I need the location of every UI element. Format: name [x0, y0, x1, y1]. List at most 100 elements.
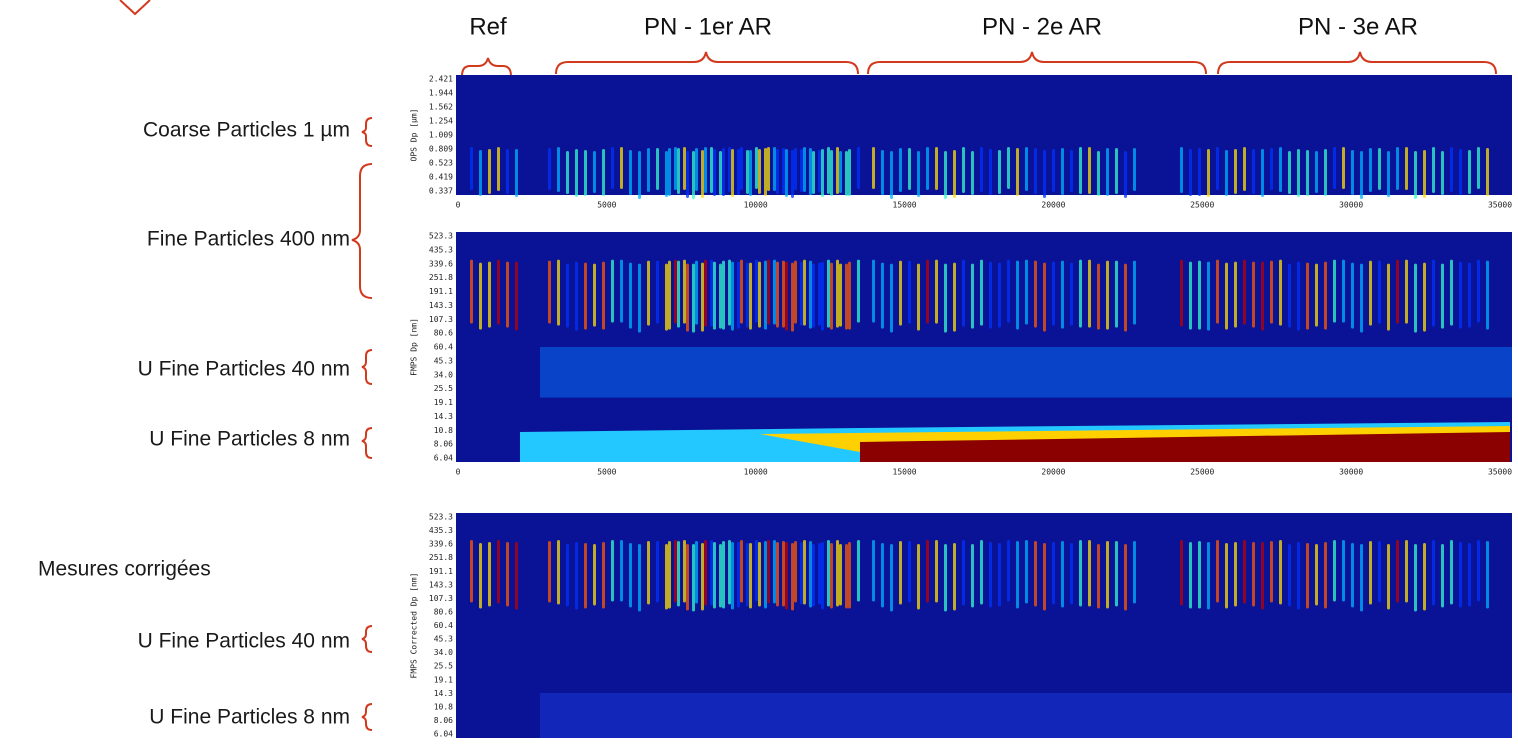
stripe: [1252, 261, 1255, 328]
stripe: [1279, 259, 1282, 326]
y-tick-label: 191.1: [429, 567, 453, 576]
stripe: [1324, 261, 1327, 330]
stripe: [1288, 544, 1291, 607]
y-tick-label: 523.3: [429, 513, 453, 522]
stripe: [1133, 148, 1136, 191]
stripe: [713, 149, 716, 196]
x-tick-label: 35000: [1488, 201, 1512, 210]
stripe: [629, 262, 632, 329]
stripe: [1225, 543, 1228, 609]
stripe: [1432, 259, 1435, 327]
stripe: [575, 149, 578, 197]
stripe: [1070, 262, 1073, 326]
group-label: PN - 3e AR: [1298, 13, 1418, 40]
stripe: [584, 262, 587, 330]
stripe: [1225, 150, 1228, 196]
stripe: [695, 260, 698, 325]
x-tick-label: 20000: [1041, 201, 1065, 210]
stripe: [776, 542, 779, 607]
stripe: [1070, 150, 1073, 192]
stripe: [836, 259, 839, 328]
stripe: [674, 540, 677, 603]
group-label: PN - 2e AR: [982, 13, 1102, 40]
stripe: [1360, 151, 1363, 199]
x-tick-label: 30000: [1339, 468, 1363, 477]
stripe: [944, 263, 947, 333]
stripe: [728, 540, 731, 605]
stripe: [479, 150, 482, 196]
y-tick-label: 1.009: [429, 131, 453, 140]
stripe: [1342, 147, 1345, 189]
stripe: [1088, 259, 1091, 328]
stripe: [701, 150, 704, 198]
stripe: [722, 541, 725, 609]
stripe: [1315, 544, 1318, 606]
stripe: [1486, 260, 1489, 330]
stripe: [812, 544, 815, 607]
stripe: [1459, 149, 1462, 195]
stripe: [704, 259, 707, 327]
stripe: [1070, 543, 1073, 605]
stripe: [1189, 261, 1192, 330]
stripe: [1234, 261, 1237, 328]
x-tick-label: 0: [456, 468, 461, 477]
stripe: [683, 259, 686, 324]
stripe: [1441, 151, 1444, 195]
stripe: [1315, 263, 1318, 327]
stripe: [1414, 151, 1417, 199]
y-tick-label: 10.8: [434, 426, 453, 435]
stripe: [908, 148, 911, 190]
stripe: [785, 542, 788, 610]
stripe: [620, 540, 623, 602]
stripe: [758, 261, 761, 328]
stripe: [515, 261, 518, 331]
stripe: [1477, 259, 1480, 323]
stripe: [488, 261, 491, 328]
stripe: [557, 259, 560, 326]
stripe: [827, 147, 830, 194]
y-tick-label: 0.419: [429, 173, 453, 182]
stripe: [821, 149, 824, 197]
stripe: [1234, 149, 1237, 194]
stripe: [872, 147, 875, 189]
stripe: [980, 540, 983, 605]
y-tick-label: 435.3: [429, 526, 453, 535]
stripe: [566, 263, 569, 328]
stripe: [839, 263, 842, 327]
stripe: [1477, 147, 1480, 189]
y-tick-label: 107.3: [429, 315, 453, 324]
stripe: [971, 263, 974, 329]
stripe: [827, 540, 830, 607]
stripe: [695, 148, 698, 191]
stripe: [791, 543, 794, 611]
stripe: [1079, 259, 1082, 328]
y-tick-label: 10.8: [434, 702, 453, 711]
stripe: [836, 147, 839, 194]
x-tick-label: 10000: [744, 468, 768, 477]
y-tick-label: 34.0: [434, 648, 453, 657]
x-tick-label: 5000: [597, 201, 616, 210]
stripe: [857, 540, 860, 602]
stripe: [1198, 148, 1201, 196]
stripe: [1243, 147, 1246, 191]
stripe: [755, 540, 758, 602]
stripe: [557, 147, 560, 192]
stripe: [1124, 263, 1127, 332]
y-tick-label: 19.1: [434, 398, 453, 407]
stripe: [713, 542, 716, 609]
stripe: [962, 147, 965, 193]
stripe: [1351, 543, 1354, 608]
x-tick-label: 25000: [1190, 468, 1214, 477]
stripe: [1261, 149, 1264, 197]
stripe: [764, 148, 767, 196]
stripe: [1198, 541, 1201, 609]
stripe: [890, 544, 893, 612]
stripe: [620, 259, 623, 323]
stripe: [728, 259, 731, 326]
stripe: [803, 259, 806, 326]
stripe: [1225, 262, 1228, 330]
stripe: [848, 542, 851, 609]
stripe: [1369, 148, 1372, 192]
stripe: [1441, 263, 1444, 329]
stripe: [719, 151, 722, 195]
